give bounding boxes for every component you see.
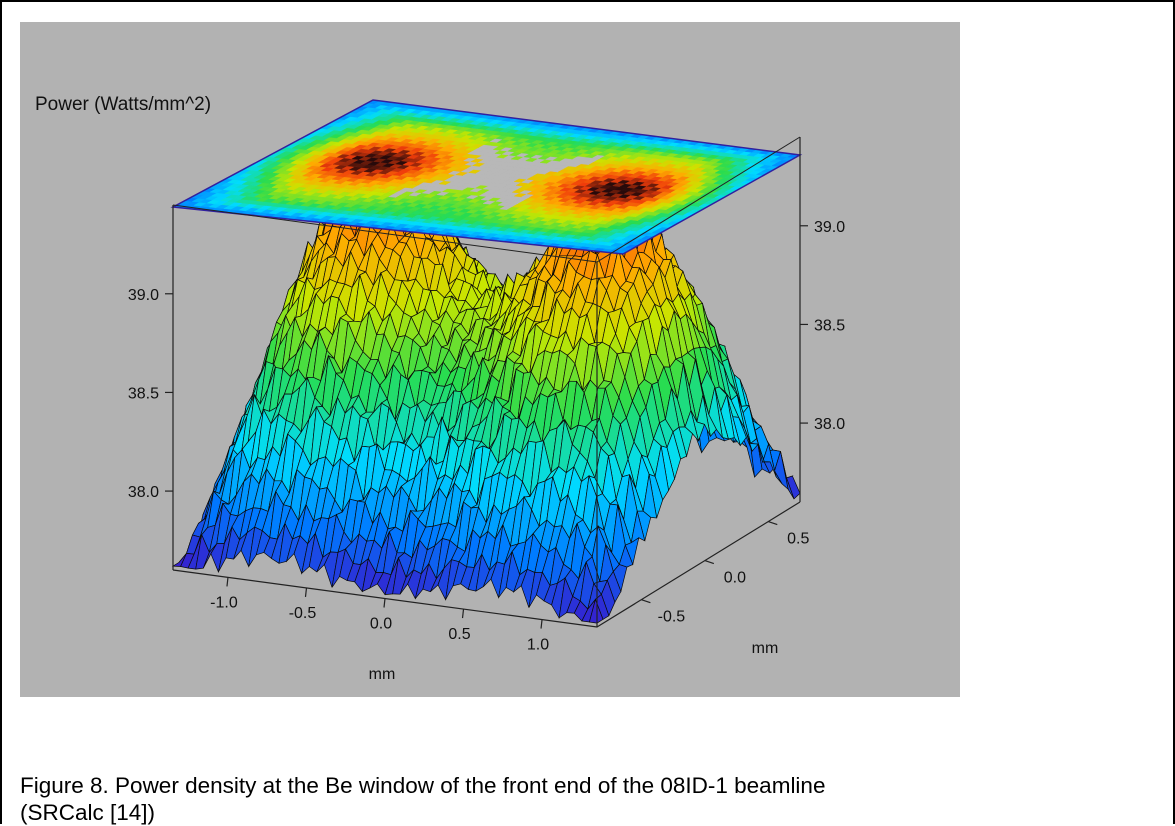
y-tick (768, 520, 778, 526)
x-tick (304, 587, 308, 598)
z-tick-label-right: 38.5 (814, 317, 845, 334)
chart-panel: 39.0 38.5 38.0 39.0 38.5 38.0 -1.0 -0.5 0.0 0.5 1.… (20, 22, 960, 697)
y-tick-label: -0.5 (658, 609, 686, 626)
z-tick-label-right: 39.0 (814, 219, 845, 236)
x-tick-label: 0.0 (370, 616, 392, 633)
figure-caption: Figure 8. Power density at the Be window… (20, 772, 1150, 826)
caption-line-2: (SRCalc [14]) (20, 800, 156, 825)
x-tick-label: 0.5 (448, 626, 470, 643)
x-tick (461, 608, 465, 619)
x-tick-label: -1.0 (210, 594, 238, 611)
x-tick (540, 619, 543, 629)
x-tick-label: 1.0 (527, 637, 549, 654)
y-tick (641, 599, 651, 604)
y-tick-label: 0.0 (724, 570, 746, 587)
z-tick-label-left: 39.0 (128, 287, 159, 304)
x-tick (383, 598, 386, 608)
y-tick (704, 560, 715, 565)
surface-facet (588, 598, 604, 624)
z-tick-label-left: 38.5 (128, 385, 159, 402)
caption-line-1: Figure 8. Power density at the Be window… (20, 773, 826, 798)
z-tick-label-right: 38.0 (814, 416, 845, 433)
x-axis-label: mm (369, 666, 396, 683)
chart-title: Power (Watts/mm^2) (35, 94, 211, 115)
x-tick-label: -0.5 (289, 605, 317, 622)
surface-plot: 39.0 38.5 38.0 39.0 38.5 38.0 -1.0 -0.5 0.0 0.5 1.… (35, 94, 845, 683)
x-tick (226, 577, 229, 587)
top-contour-map (170, 99, 803, 255)
z-tick-label-left: 38.0 (128, 484, 159, 501)
y-tick-label: 0.5 (787, 531, 809, 548)
y-axis-label: mm (752, 640, 779, 657)
